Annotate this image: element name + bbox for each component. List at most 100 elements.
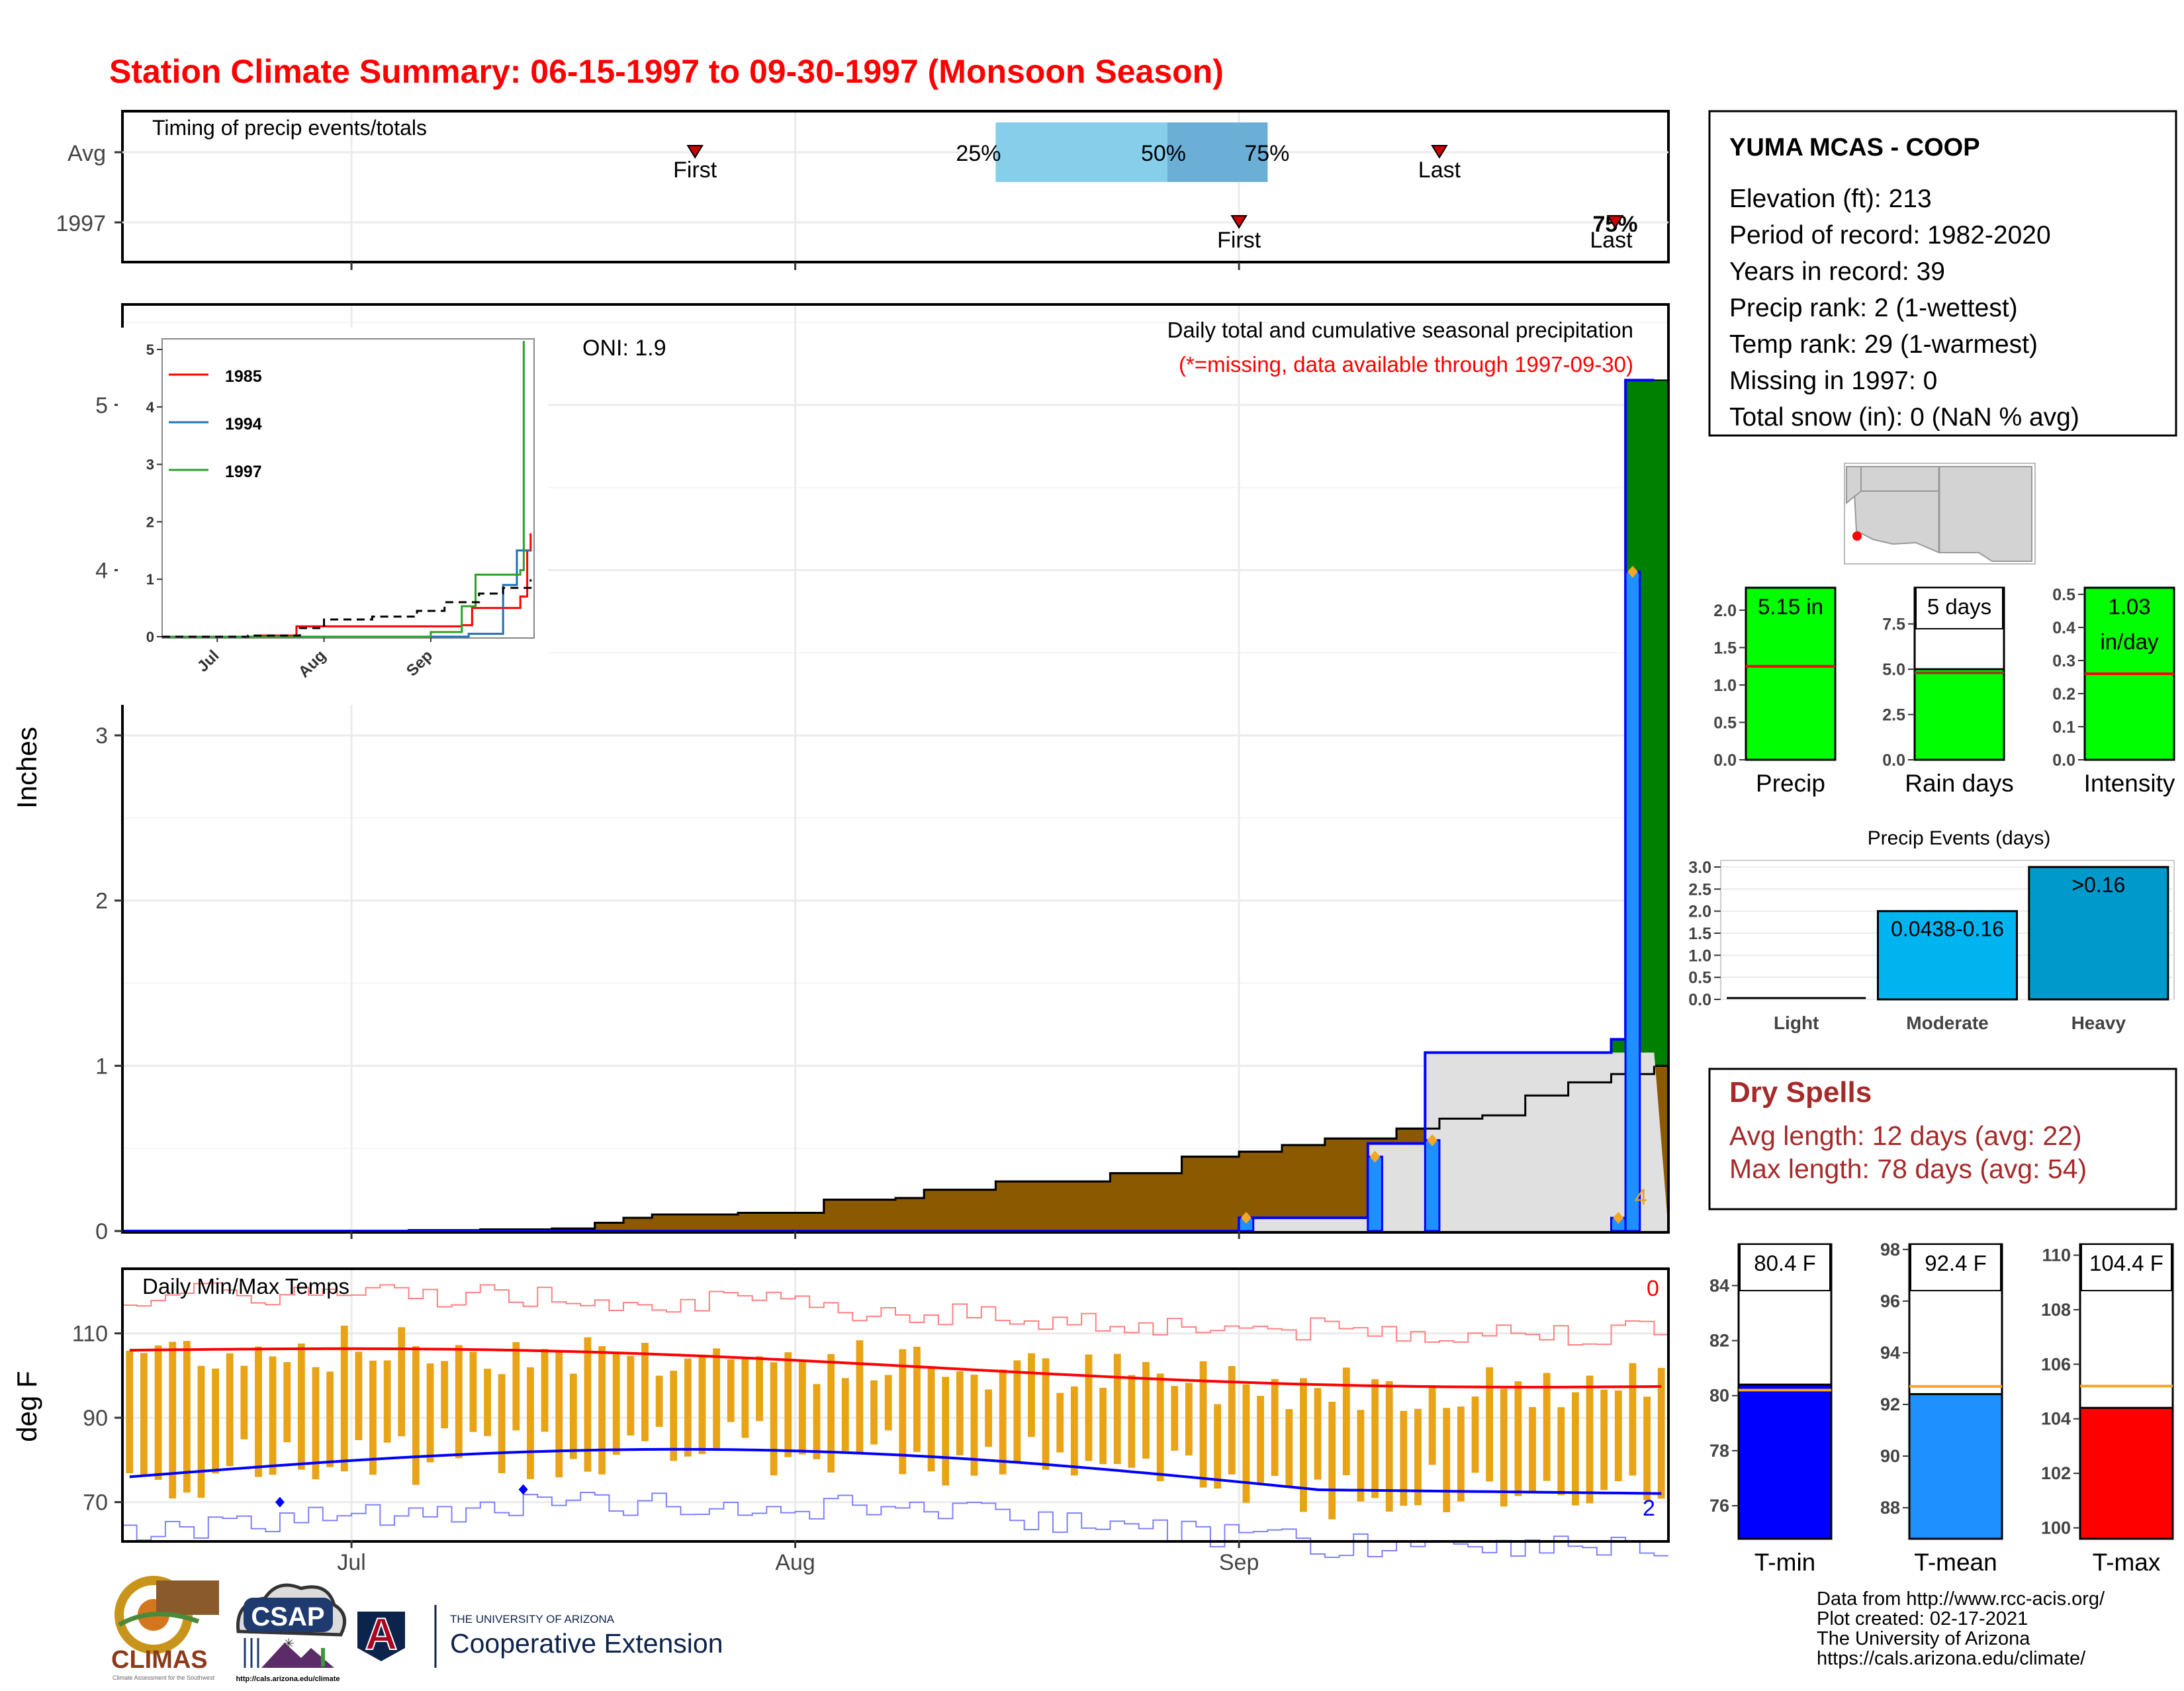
page-title: Station Climate Summary: 06-15-1997 to 0… — [109, 53, 1224, 90]
daily-temp-range-bar — [1128, 1375, 1136, 1468]
inset-legend: 1985 1994 1997 — [169, 367, 262, 481]
dry-spells-title: Dry Spells — [1729, 1076, 1872, 1109]
events-title: Precip Events (days) — [1868, 827, 2051, 849]
tmin-record-count: 2 — [1643, 1496, 1655, 1521]
daily-temp-range-bar — [1042, 1358, 1050, 1470]
daily-temp-range-bar — [283, 1361, 291, 1443]
climas-subtitle: Climate Assessment for the Southwest — [113, 1674, 215, 1681]
events-bar-label: 0.0438-0.16 — [1891, 917, 2004, 941]
daily-temp-range-bar — [1357, 1410, 1365, 1502]
inset-y-tick-label: 2 — [146, 514, 154, 530]
daily-temp-range-bar — [584, 1337, 592, 1472]
inset-y-tick-label: 1 — [146, 571, 154, 588]
tmean-gauge: 88 90 92 94 96 98 T-mean 92.4 F — [1880, 1240, 2003, 1576]
daily-temp-range-bar — [140, 1353, 148, 1476]
daily-temp-range-bar — [942, 1377, 950, 1486]
gauge-tick-label: 0.0 — [1882, 751, 1905, 770]
locator-map — [1844, 463, 2036, 565]
events-bar-label: >0.16 — [2071, 873, 2125, 897]
y1997-first-marker — [1230, 215, 1248, 229]
missing-note: (*=missing, data available through 1997-… — [1179, 352, 1633, 377]
y-tick-label: 0 — [95, 1219, 108, 1244]
gauge-tick-label: 1.5 — [1713, 639, 1737, 657]
row-label-avg: Avg — [68, 141, 106, 166]
y-tick-label: 3 — [95, 723, 108, 749]
daily-temp-range-bar — [927, 1368, 935, 1472]
daily-temp-range-bar — [1643, 1396, 1651, 1500]
daily-temp-range-bar — [312, 1367, 320, 1480]
gauge-fill — [1913, 668, 2005, 761]
average-cumulative-line — [122, 1066, 1655, 1232]
daily-temp-range-bar — [412, 1346, 420, 1485]
events-tick-label: 2.0 — [1688, 903, 1711, 921]
y-tick-label: 70 — [83, 1490, 108, 1516]
csap-wordmark: CSAP — [251, 1602, 324, 1631]
gauge-label: Rain days — [1905, 770, 2014, 797]
gauge-tick-label: 5.0 — [1882, 661, 1905, 679]
quartile-label-50: 50% — [1141, 141, 1186, 166]
station-line: Missing in 1997: 0 — [1729, 367, 1937, 395]
gauge-tick-label: 110 — [2042, 1245, 2071, 1265]
daily-temp-range-bar — [1500, 1389, 1508, 1507]
daily-precip-marker — [1369, 1150, 1381, 1163]
gauge-label: Precip — [1756, 770, 1825, 797]
daily-temp-range-bar — [126, 1350, 134, 1473]
daily-precip-marker — [1613, 1212, 1624, 1224]
daily-temp-range-bar — [1085, 1354, 1093, 1461]
gauge-label: T-mean — [1914, 1549, 1997, 1576]
inset-y-tick-label: 4 — [146, 399, 155, 416]
gauge-tick-label: 0.3 — [2052, 652, 2075, 670]
gauge-value-text: 5 days — [1927, 594, 1991, 619]
dry-spells-box: Dry Spells Avg length: 12 days (avg: 22)… — [1708, 1068, 2177, 1211]
gauge-tick-label: 104 — [2041, 1409, 2071, 1429]
events-bar — [1876, 910, 2019, 1001]
y-tick-label: 4 — [95, 558, 108, 583]
daily-temp-range-bar — [1443, 1408, 1451, 1512]
daily-temp-range-bar — [183, 1341, 191, 1493]
daily-temp-range-bar — [1271, 1379, 1279, 1476]
inset-y-tick-label: 0 — [146, 629, 154, 645]
daily-temp-range-bar — [1113, 1353, 1121, 1465]
daily-temp-range-bar — [1300, 1378, 1307, 1512]
csap-url: http://cals.arizona.edu/climate — [236, 1675, 340, 1683]
gauge-tick-label: 2.5 — [1882, 706, 1905, 725]
daily-precip-marker — [1240, 1212, 1251, 1224]
daily-temp-range-bar — [999, 1369, 1007, 1475]
gauge-tick-label: 0.2 — [2052, 685, 2075, 704]
daily-temp-range-bar — [641, 1342, 649, 1441]
gauge-tick-label: 7.5 — [1882, 616, 1905, 634]
sun-icon: ✳ — [283, 1637, 295, 1651]
cooperative-extension: Cooperative Extension — [450, 1628, 723, 1659]
university-of-arizona-logo: A THE UNIVERSITY OF ARIZONA Cooperative … — [357, 1605, 723, 1668]
daily-temp-range-bar — [297, 1344, 305, 1470]
y1997-last-marker — [1606, 215, 1624, 229]
gauge-value-text: 5.15 in — [1758, 594, 1823, 619]
row-label-1997: 1997 — [56, 211, 106, 236]
gauge-tick-label: 76 — [1709, 1496, 1729, 1516]
events-category-label: Moderate — [1906, 1013, 1988, 1033]
daily-precip-bar — [1624, 571, 1641, 1232]
daily-temp-range-bar — [727, 1359, 735, 1422]
daily-temp-range-bar — [212, 1368, 219, 1474]
gauge-tick-label: 1.0 — [1713, 676, 1737, 695]
daily-temp-range-bar — [684, 1358, 692, 1457]
oni-label: ONI: 1.9 — [582, 336, 666, 361]
y-tick-label: 5 — [95, 393, 108, 418]
x-tick-label: Sep — [1219, 1550, 1259, 1575]
daily-temp-range-bar — [884, 1375, 892, 1431]
avg-first-label: First — [673, 158, 717, 183]
csap-logo: CSAP ✳ http://cals.arizona.edu/climate — [236, 1583, 347, 1683]
station-name: YUMA MCAS - COOP — [1729, 134, 1980, 161]
station-location-marker — [1852, 531, 1862, 541]
gauge-tick-label: 88 — [1880, 1498, 1900, 1518]
quartile-box-dark — [1167, 122, 1268, 182]
daily-temp-range-bar — [1013, 1360, 1021, 1463]
gauge-tick-label: 82 — [1709, 1331, 1729, 1351]
daily-temp-range-bar — [670, 1371, 678, 1461]
daily-temp-range-bar — [455, 1345, 463, 1459]
daily-temp-range-bar — [741, 1357, 749, 1438]
avg-last-label: Last — [1418, 158, 1461, 183]
dry-spells-avg: Avg length: 12 days (avg: 22) — [1729, 1120, 2082, 1151]
gauge-label: Intensity — [2084, 770, 2175, 797]
